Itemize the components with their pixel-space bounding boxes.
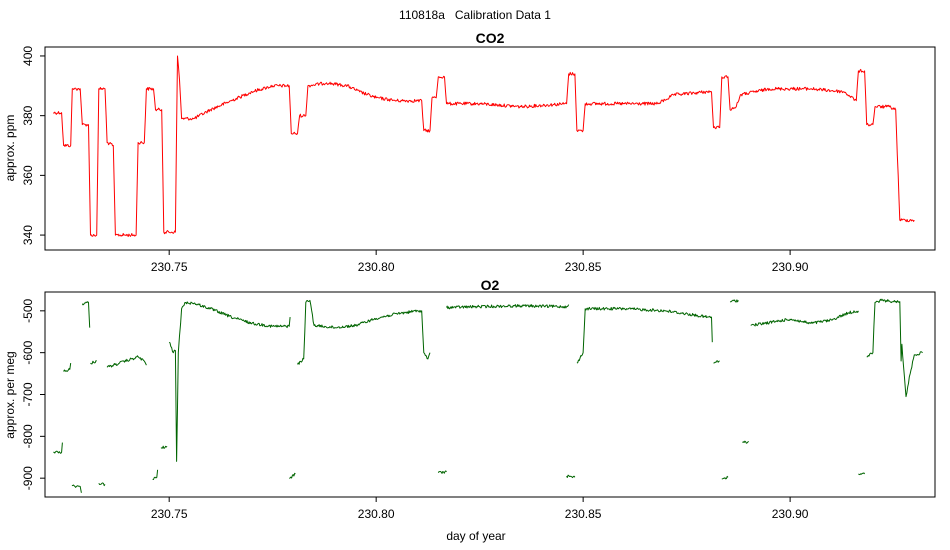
o2-y-tick-label: -700 [21,382,35,406]
o2-panel: O2 approx. per meg 230.75 230.80 230.85 230… [3,277,936,521]
co2-x-ticks: 230.75 230.80 230.85 230.90 [151,250,809,274]
o2-series-line-5 [98,482,106,487]
co2-y-axis-label: approx. ppm [3,115,17,182]
o2-x-tick-label: 230.80 [358,507,395,521]
o2-series-line-2 [71,484,82,493]
o2-y-axis-label: approx. per meg [3,351,17,438]
co2-y-tick-label: 380 [21,105,35,125]
o2-series-line-8 [160,445,168,449]
o2-series-line-19 [742,440,749,444]
o2-series-line-21 [858,472,866,476]
page-title: 110818a Calibration Data 1 [399,8,551,22]
o2-y-ticks: -900 -800 -700 -600 -500 [21,298,45,490]
o2-series-line-0 [53,442,63,454]
o2-series-line-22 [866,298,923,398]
o2-series-line-12 [437,470,447,474]
o2-series-line-6 [106,355,147,368]
o2-series-line-17 [721,475,729,480]
o2-series-line-9 [168,301,291,462]
o2-x-tick-label: 230.85 [565,507,602,521]
o2-series-line-3 [81,301,91,328]
o2-series-line-20 [750,310,859,327]
o2-series-line-14 [566,474,576,479]
o2-x-tick-label: 230.75 [151,507,188,521]
o2-y-tick-label: -500 [21,298,35,322]
o2-panel-title: O2 [481,277,500,293]
o2-series-line-10 [289,472,296,479]
o2-plot-frame [44,291,936,498]
o2-series-line-18 [729,299,739,303]
co2-x-tick-label: 230.90 [772,260,809,274]
o2-series-line-11 [297,299,431,365]
o2-series-line-7 [152,469,159,480]
x-axis-label: day of year [446,529,505,543]
co2-y-tick-label: 340 [21,225,35,245]
o2-series-line-13 [446,304,570,310]
co2-x-tick-label: 230.75 [151,260,188,274]
co2-series-group [53,55,915,237]
o2-series-line-4 [90,360,97,365]
o2-series-line-16 [713,360,720,364]
o2-x-ticks: 230.75 230.80 230.85 230.90 [151,497,809,521]
co2-series-line-0 [53,55,915,237]
co2-x-tick-label: 230.85 [565,260,602,274]
o2-series-group [53,298,923,493]
co2-x-tick-label: 230.80 [358,260,395,274]
o2-x-tick-label: 230.90 [772,507,809,521]
co2-plot-frame [44,46,936,251]
co2-y-tick-label: 400 [21,46,35,66]
co2-y-tick-label: 360 [21,165,35,185]
o2-y-tick-label: -600 [21,340,35,364]
co2-y-ticks: 340 360 380 400 [21,46,45,245]
o2-y-tick-label: -900 [21,466,35,490]
co2-panel: CO2 approx. ppm 230.75 230.80 230.85 230.90… [3,30,936,274]
o2-y-tick-label: -800 [21,424,35,448]
co2-panel-title: CO2 [476,30,505,46]
o2-series-line-15 [576,306,713,364]
o2-series-line-1 [63,363,72,372]
